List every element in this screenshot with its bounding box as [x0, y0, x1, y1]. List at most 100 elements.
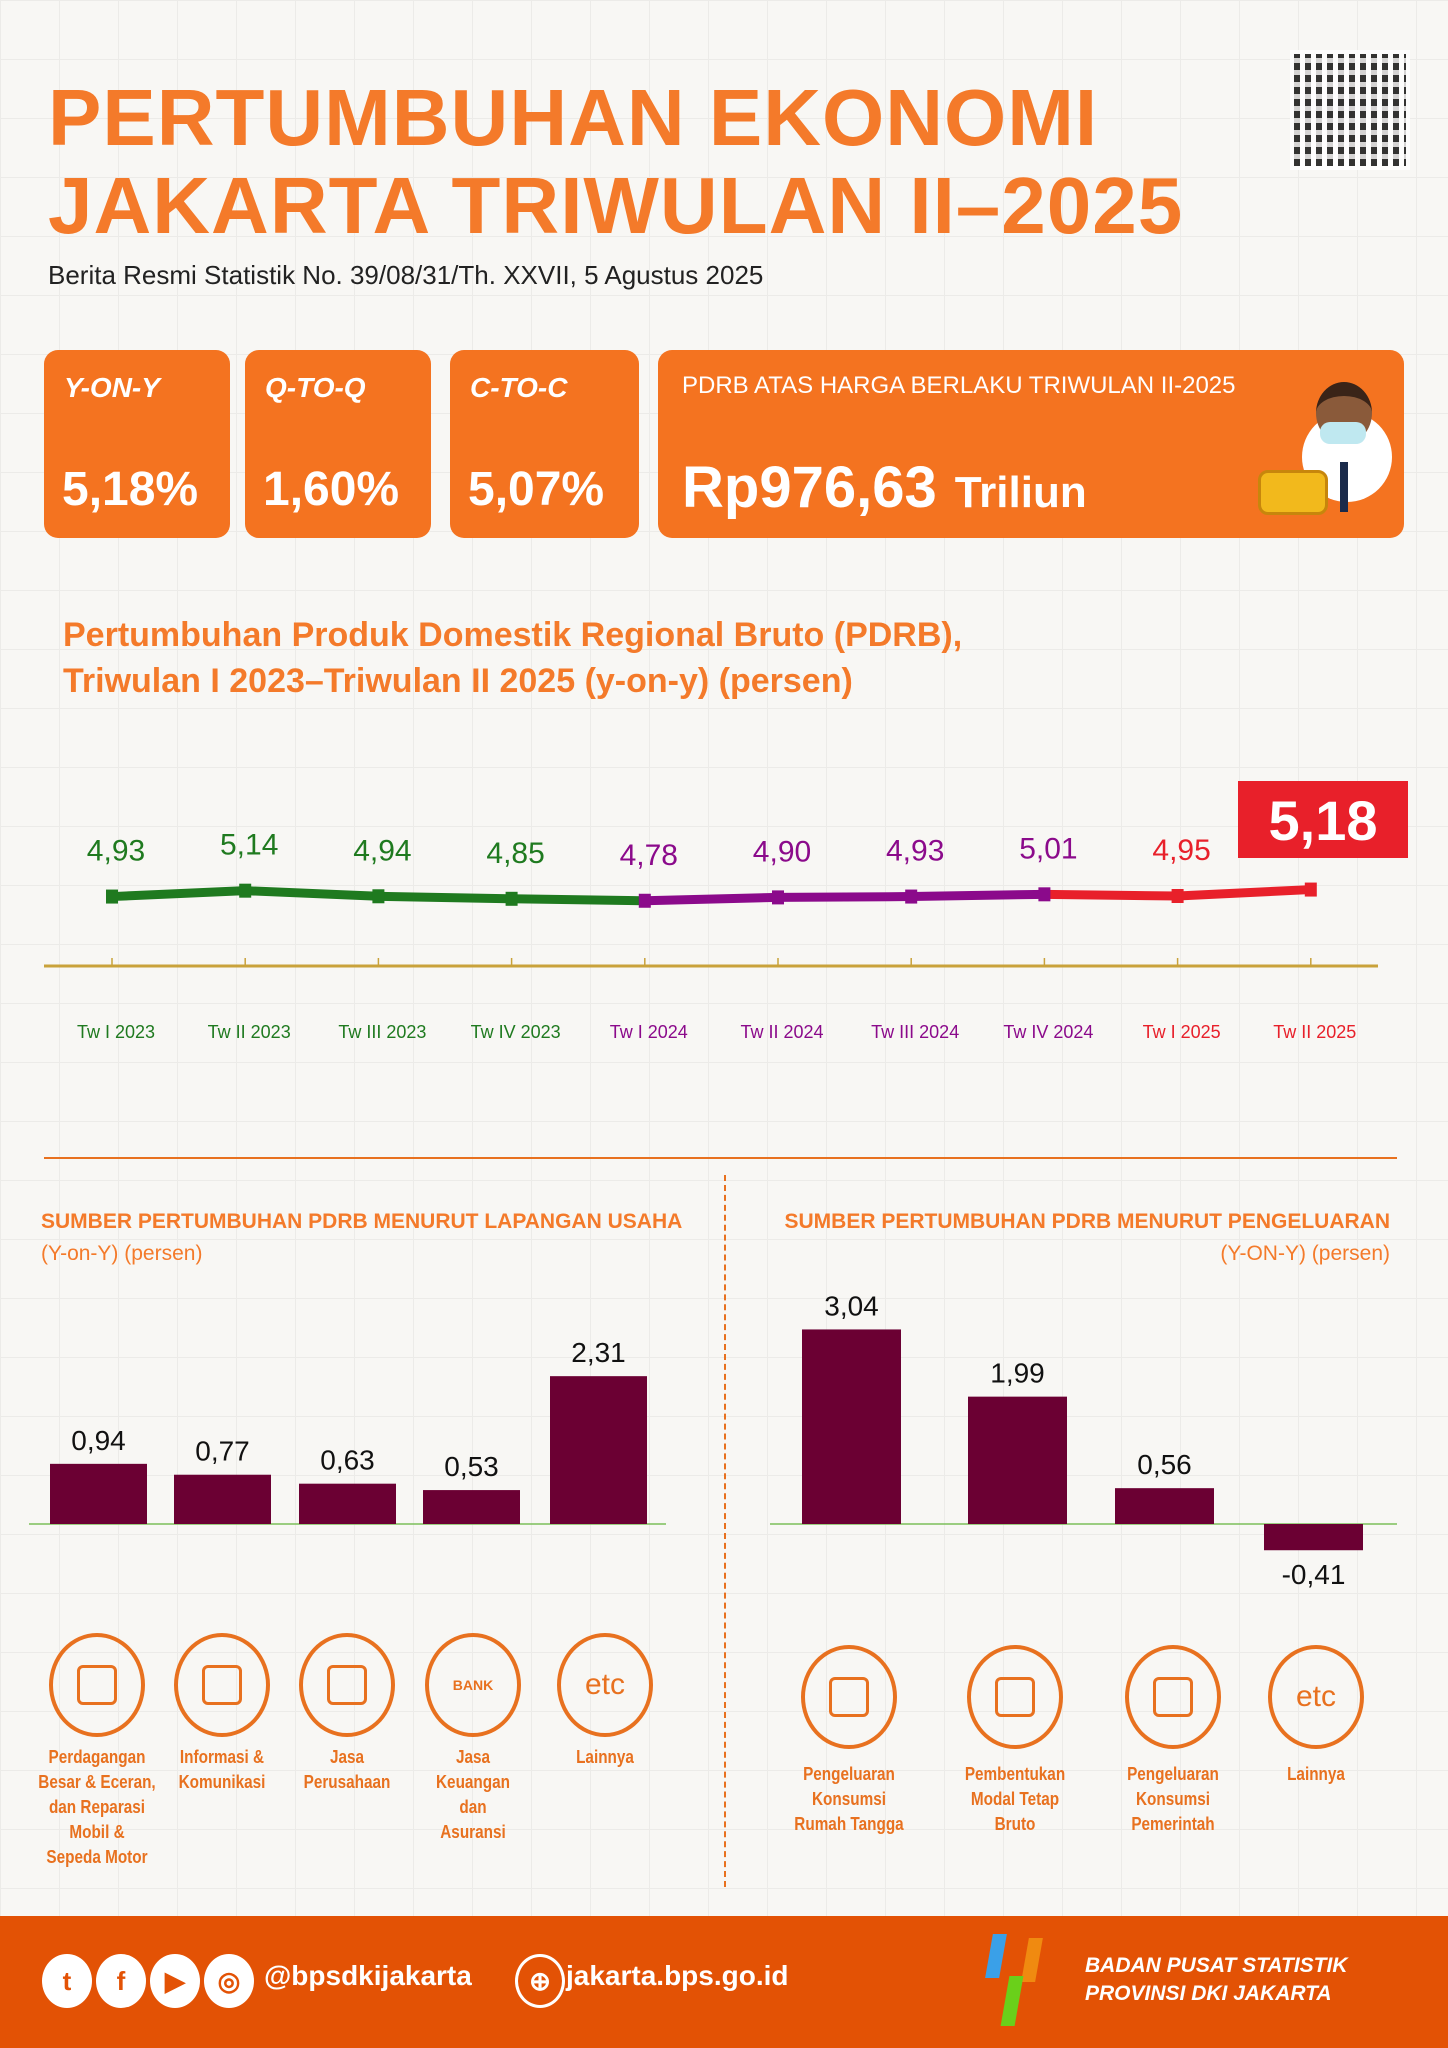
category-label-line: Lainnya: [576, 1747, 634, 1767]
category-label: Pengeluaran Konsumsi Pemerintah: [1109, 1762, 1237, 1837]
series-segment: [644, 892, 779, 906]
data-point: [372, 889, 385, 904]
data-label: 4,90: [753, 835, 811, 868]
category-label-line: Besar & Eceran,: [38, 1772, 156, 1792]
org-line-1: BADAN PUSAT STATISTIK: [1085, 1954, 1348, 1977]
category-label-line: Modal Tetap Bruto: [970, 1789, 1060, 1834]
left-section-title: SUMBER PERTUMBUHAN PDRB MENURUT LAPANGAN…: [41, 1206, 682, 1270]
data-label: 4,94: [353, 834, 411, 867]
series-segment: [1177, 885, 1312, 901]
data-point: [106, 889, 118, 904]
x-tick-label: Tw IV 2024: [1003, 1022, 1093, 1042]
bar: [802, 1329, 901, 1524]
bar-value-label: 0,94: [71, 1425, 126, 1456]
twitter-icon[interactable]: t: [42, 1954, 92, 2008]
coins-icon: [1258, 470, 1328, 515]
etc-icon: etc: [1268, 1645, 1364, 1749]
bar-value-label: 3,04: [824, 1290, 879, 1321]
org-line-2: PROVINSI DKI JAKARTA: [1085, 1982, 1332, 2005]
bar-value-label: 2,31: [571, 1337, 626, 1368]
data-label: 5,14: [220, 829, 278, 862]
bar-value-label: 0,56: [1137, 1449, 1192, 1480]
highlight-box: [1238, 781, 1408, 858]
bar-value-label: 0,53: [444, 1451, 499, 1482]
bank-icon: BANK: [425, 1633, 521, 1737]
footer: t f ▶ ◎ @bpsdkijakarta ⊕ jakarta.bps.go.…: [0, 1916, 1448, 2048]
series-segment: [777, 892, 912, 902]
facebook-icon[interactable]: f: [96, 1954, 146, 2008]
bar-value-label: 1,99: [990, 1358, 1045, 1389]
category-label: Lainnya: [1252, 1762, 1380, 1787]
series-segment: [111, 886, 246, 902]
x-tick-label: Tw I 2023: [77, 1022, 155, 1042]
card-value: 5,18%: [62, 463, 199, 516]
card-label: C-TO-C: [470, 372, 568, 403]
social-handle[interactable]: @bpsdkijakarta: [264, 1960, 472, 1991]
series-segment: [1044, 889, 1178, 901]
card-label: Y-ON-Y: [64, 372, 160, 403]
page-title: PERTUMBUHAN EKONOMI JAKARTA TRIWULAN II–2…: [48, 74, 1183, 250]
instagram-icon[interactable]: ◎: [204, 1954, 254, 2008]
category-label: Jasa Perusahaan: [283, 1745, 411, 1795]
category-label: Pembentukan Modal Tetap Bruto: [951, 1762, 1079, 1837]
pdrb-unit: Triliun: [954, 468, 1087, 517]
bar: [174, 1474, 271, 1524]
bar-value-label: -0,41: [1282, 1559, 1346, 1590]
data-point: [1038, 887, 1051, 902]
category-label-line: Sepeda Motor: [46, 1847, 148, 1867]
x-tick-label: Tw I 2025: [1143, 1022, 1221, 1042]
x-tick-label: Tw III 2023: [338, 1022, 426, 1042]
etc-icon: etc: [557, 1633, 653, 1737]
category-label-line: Pengeluaran: [803, 1764, 895, 1784]
card-label: Q-TO-Q: [265, 372, 366, 403]
data-point: [505, 891, 518, 906]
x-tick-label: Tw II 2025: [1273, 1022, 1356, 1042]
pdrb-value: Rp976,63: [682, 455, 937, 520]
data-label: 4,85: [486, 837, 544, 870]
youtube-icon[interactable]: ▶: [150, 1954, 200, 2008]
title-line-1: PERTUMBUHAN EKONOMI: [48, 73, 1099, 162]
x-tick-label: Tw II 2023: [208, 1022, 291, 1042]
data-label: 4,93: [886, 835, 944, 868]
bar: [423, 1490, 520, 1524]
category-label-line: Perdagangan: [48, 1747, 146, 1767]
category-label: Lainnya: [541, 1745, 669, 1770]
qr-code[interactable]: [1290, 50, 1410, 170]
data-point: [239, 883, 252, 898]
globe-icon: ⊕: [515, 1954, 565, 2008]
x-tick-label: Tw III 2024: [871, 1022, 959, 1042]
section-title: SUMBER PERTUMBUHAN PDRB MENURUT PENGELUA…: [784, 1210, 1390, 1233]
category-label-line: Jasa: [455, 1747, 491, 1767]
briefcase-hand-icon: [299, 1633, 395, 1737]
data-point: [638, 893, 651, 908]
data-label: 4,78: [620, 839, 678, 872]
data-point: [905, 889, 918, 904]
x-tick-label: Tw IV 2023: [471, 1022, 561, 1042]
pdrb-label: PDRB ATAS HARGA BERLAKU TRIWULAN II-2025: [682, 372, 1236, 399]
household-consumption-icon: [801, 1645, 897, 1749]
card-yoy: Y-ON-Y 5,18%: [44, 350, 230, 538]
section-title: SUMBER PERTUMBUHAN PDRB MENURUT LAPANGAN…: [41, 1210, 683, 1233]
data-label: 5,01: [1019, 832, 1077, 865]
bar-value-label: 0,63: [320, 1445, 375, 1476]
series-segment: [378, 891, 512, 904]
data-point: [1304, 882, 1317, 897]
trade-icon: [49, 1633, 145, 1737]
category-label-line: dan: [459, 1797, 487, 1817]
government-building-icon: [1125, 1645, 1221, 1749]
category-label: Jasa Keuangan dan Asuransi: [409, 1745, 537, 1845]
category-label-line: Lainnya: [1287, 1764, 1345, 1784]
subtitle: Berita Resmi Statistik No. 39/08/31/Th. …: [48, 260, 764, 290]
category-label: Pengeluaran Konsumsi Rumah Tangga: [785, 1762, 913, 1837]
data-label-highlight: 5,18: [1269, 789, 1378, 852]
card-qtq: Q-TO-Q 1,60%: [245, 350, 431, 538]
x-tick-label: Tw I 2024: [610, 1022, 688, 1042]
data-label: 4,95: [1152, 834, 1210, 867]
website-link[interactable]: jakarta.bps.go.id: [566, 1960, 789, 1991]
data-point: [1171, 889, 1184, 903]
chart-title-line-2: Triwulan I 2023–Triwulan II 2025 (y-on-y…: [63, 662, 853, 700]
data-label: 4,93: [87, 835, 145, 868]
bps-logo: [975, 1934, 1065, 2030]
series-segment: [911, 889, 1045, 902]
satellite-icon: [174, 1633, 270, 1737]
